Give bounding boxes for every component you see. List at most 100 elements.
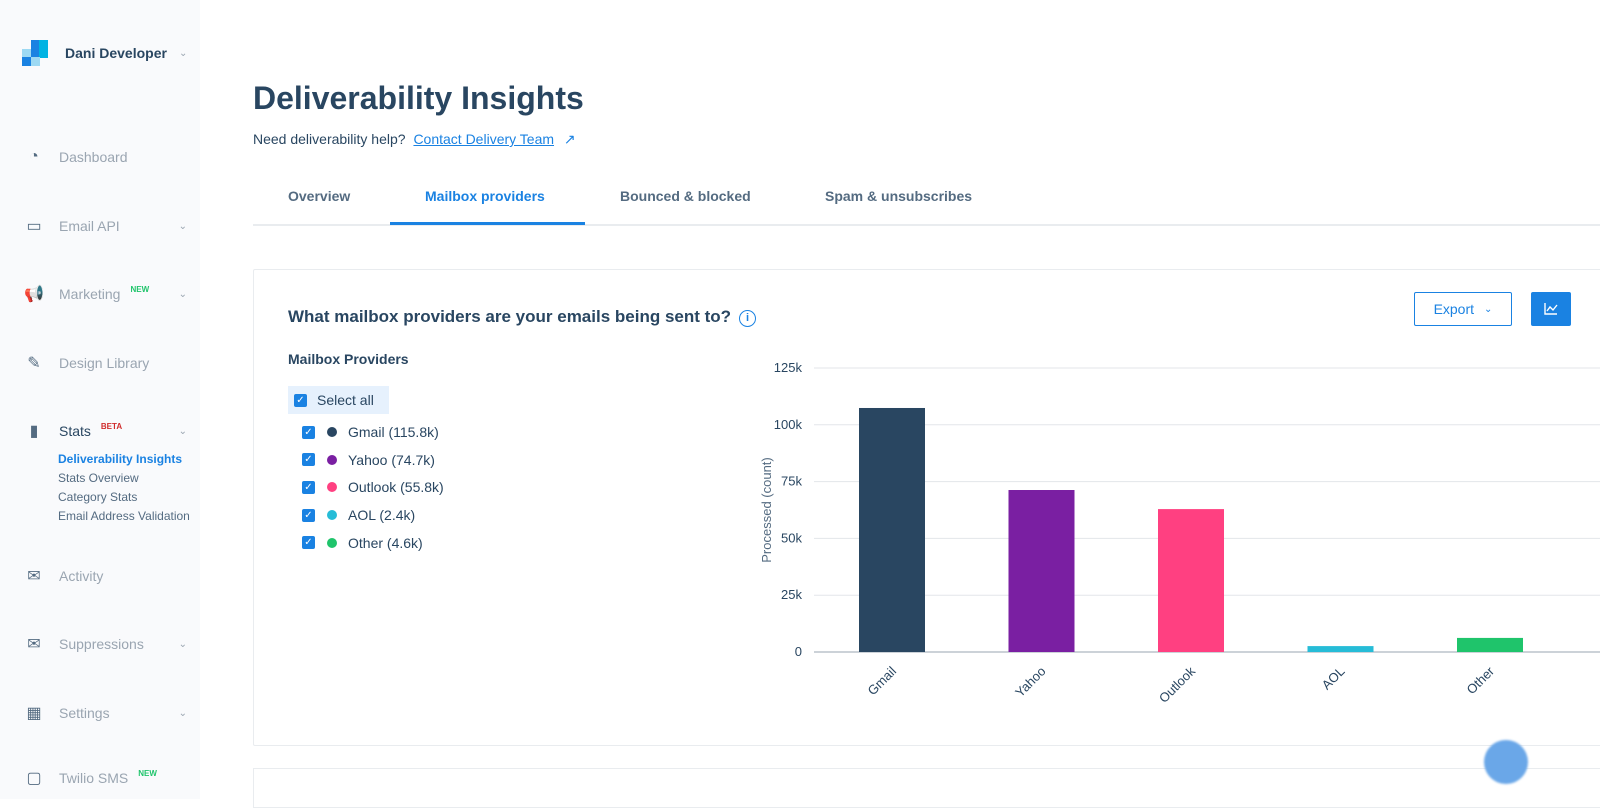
- filter-title: Mailbox Providers: [288, 351, 409, 367]
- card-question: What mailbox providers are your emails b…: [288, 307, 757, 327]
- sidebar-item-suppressions[interactable]: ✉ Suppressions ⌄: [22, 633, 187, 655]
- checkbox-checked-icon[interactable]: ✓: [302, 536, 315, 550]
- provider-checkbox-row[interactable]: ✓ AOL (2.4k): [302, 507, 415, 523]
- provider-color-dot: [327, 454, 337, 465]
- sidebar-item-marketing[interactable]: 📢 Marketing NEW ⌄: [22, 283, 187, 305]
- sidebar-item-activity[interactable]: ✉ Activity: [22, 565, 187, 587]
- chevron-down-icon[interactable]: ⌄: [178, 638, 187, 650]
- checkbox-checked-icon[interactable]: ✓: [302, 480, 315, 494]
- checkbox-checked-icon: ✓: [294, 393, 307, 407]
- provider-color-dot: [327, 482, 337, 493]
- sidebar-item-settings[interactable]: ▦ Settings ⌄: [22, 702, 187, 724]
- export-button[interactable]: Export ⌄: [1414, 292, 1512, 326]
- gauge-icon: ◔: [29, 148, 39, 165]
- x-tick-label: Outlook: [1156, 663, 1199, 706]
- sidebar-item-label: Dashboard: [59, 149, 128, 165]
- badge: NEW: [130, 284, 150, 294]
- sidebar-item-label: Activity: [59, 568, 104, 584]
- sidebar-item-label: Design Library: [59, 355, 150, 371]
- page-title: Deliverability Insights: [253, 80, 584, 116]
- line-chart-toggle-button[interactable]: [1531, 292, 1571, 326]
- contact-delivery-link[interactable]: Contact Delivery Team: [413, 131, 555, 147]
- tab-spam-unsubscribes[interactable]: Spam & unsubscribes: [825, 188, 973, 204]
- checkbox-checked-icon[interactable]: ✓: [302, 453, 315, 467]
- x-tick-label: AOL: [1319, 664, 1348, 693]
- account-name: Dani Developer: [65, 45, 167, 61]
- sidebar-item-label: Twilio SMS: [59, 770, 129, 786]
- sidebar-item-dashboard[interactable]: ◔ Dashboard: [22, 146, 187, 168]
- y-axis-label: Processed (count): [759, 457, 774, 563]
- help-text: Need deliverability help? Contact Delive…: [253, 131, 576, 148]
- bar-outlook: [1158, 509, 1224, 652]
- provider-label: Yahoo (74.7k): [348, 451, 435, 468]
- sidebar-item-design-library[interactable]: ✎ Design Library: [22, 352, 187, 374]
- info-icon[interactable]: i: [739, 310, 757, 327]
- chevron-down-icon: ⌄: [178, 47, 188, 59]
- bar-aol: [1307, 646, 1374, 652]
- select-all-checkbox[interactable]: ✓ Select all: [288, 386, 389, 414]
- provider-checkbox-row[interactable]: ✓ Yahoo (74.7k): [302, 452, 435, 468]
- pencil-ruler-icon: ✎: [27, 355, 41, 372]
- sidebar-subitem[interactable]: Category Stats: [58, 490, 138, 504]
- provider-label: Other (4.6k): [348, 534, 423, 551]
- sidebar: Dani Developer ⌄ ◔ Dashboard ▭ Email API ⌄ 📢 M…: [0, 0, 200, 799]
- provider-color-dot: [327, 537, 337, 548]
- sidebar-item-label: Settings: [59, 705, 110, 721]
- bar-chart-icon: ▮: [29, 423, 39, 440]
- provider-checkbox-row[interactable]: ✓ Other (4.6k): [302, 535, 423, 551]
- sendgrid-logo-icon: [22, 40, 48, 66]
- y-tick-label: 0: [795, 644, 802, 659]
- checkbox-checked-icon[interactable]: ✓: [302, 508, 315, 522]
- sidebar-item-twilio-sms[interactable]: ▢ Twilio SMS NEW: [22, 767, 187, 789]
- provider-color-dot: [327, 427, 337, 437]
- sidebar-item-email-api[interactable]: ▭ Email API ⌄: [22, 215, 187, 237]
- tab-bounced-blocked[interactable]: Bounced & blocked: [620, 188, 751, 204]
- provider-checkbox-row[interactable]: ✓ Outlook (55.8k): [302, 479, 444, 495]
- help-label: Need deliverability help?: [253, 131, 406, 147]
- sidebar-item-label: Email API: [59, 218, 120, 234]
- y-tick-label: 125k: [774, 360, 803, 375]
- badge: BETA: [100, 421, 123, 431]
- line-chart-icon: [1544, 303, 1558, 315]
- y-tick-label: 25k: [781, 587, 802, 602]
- sidebar-subitem[interactable]: Stats Overview: [58, 471, 139, 485]
- bar-chart: 0 25k 50k 75k 100k 125k Processed (count) Gmail…: [759, 360, 1600, 706]
- tab-mailbox-providers[interactable]: Mailbox providers: [425, 188, 545, 204]
- mailbox-providers-card: What mailbox providers are your emails b…: [253, 269, 1600, 746]
- sidebar-item-label: Suppressions: [59, 636, 144, 652]
- badge: NEW: [138, 768, 157, 778]
- x-tick-label: Yahoo: [1012, 664, 1049, 701]
- y-tick-label: 50k: [781, 530, 802, 545]
- mail-search-icon: ✉: [27, 568, 41, 585]
- help-chat-button[interactable]: [1484, 740, 1528, 784]
- sidebar-item-stats[interactable]: ▮ Stats BETA ⌄: [22, 420, 187, 442]
- y-tick-label: 100k: [774, 417, 803, 432]
- mail-block-icon: ✉: [27, 636, 41, 653]
- sidebar-subitem[interactable]: Deliverability Insights: [58, 452, 183, 466]
- provider-checkbox-row[interactable]: ✓ Gmail (115.8k): [302, 424, 439, 440]
- bar-yahoo: [1008, 490, 1075, 652]
- export-label: Export: [1433, 301, 1475, 317]
- chevron-down-icon: ⌄: [1484, 303, 1493, 315]
- sliders-icon: ▦: [26, 705, 42, 722]
- x-tick-label: Other: [1464, 663, 1498, 697]
- tab-overview[interactable]: Overview: [288, 188, 351, 204]
- select-all-label: Select all: [317, 392, 374, 408]
- checkbox-checked-icon[interactable]: ✓: [302, 425, 315, 439]
- x-tick-label: Gmail: [865, 663, 900, 698]
- tab-bar: Overview Mailbox providers Bounced & blo…: [253, 170, 1600, 226]
- chevron-down-icon[interactable]: ⌄: [178, 707, 187, 719]
- terminal-icon: ▭: [26, 218, 42, 235]
- sidebar-item-label: Marketing: [59, 286, 121, 302]
- chevron-down-icon[interactable]: ⌄: [178, 288, 187, 300]
- chevron-down-icon[interactable]: ⌄: [178, 425, 187, 437]
- bar-other: [1457, 637, 1523, 652]
- bar-gmail: [859, 407, 925, 652]
- provider-label: Gmail (115.8k): [348, 424, 439, 440]
- external-link-icon[interactable]: ↗: [563, 131, 576, 147]
- provider-color-dot: [327, 510, 337, 521]
- sms-icon: ▢: [26, 770, 42, 787]
- sidebar-subitem[interactable]: Email Address Validation: [58, 509, 190, 523]
- chevron-down-icon[interactable]: ⌄: [178, 220, 187, 232]
- account-switcher[interactable]: Dani Developer ⌄: [22, 40, 187, 66]
